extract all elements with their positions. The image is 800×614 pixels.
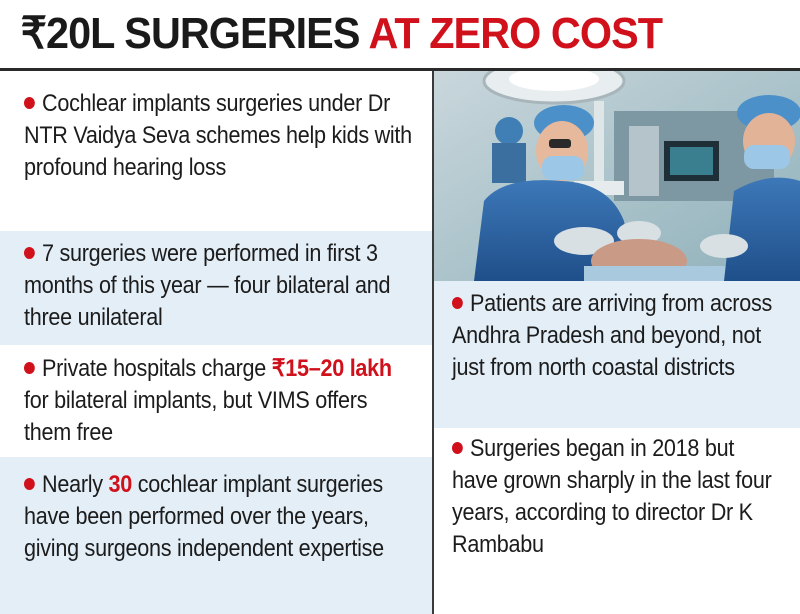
left-panel-4-before: Nearly — [42, 471, 109, 498]
left-panel-1: Cochlear implants surgeries under Dr NTR… — [0, 71, 432, 231]
left-panel-1-text: Cochlear implants surgeries under Dr NTR… — [24, 90, 412, 181]
left-panel-2-text: 7 surgeries were performed in first 3 mo… — [24, 240, 391, 331]
left-panel-4-highlight: 30 — [108, 471, 133, 498]
column-divider — [432, 71, 434, 614]
left-panel-4: Nearly 30 cochlear implant surgeries hav… — [0, 457, 432, 614]
left-panel-4-after: cochlear implant surgeries have been per… — [24, 471, 384, 562]
bullet-icon — [24, 478, 35, 490]
headline-rule — [0, 68, 800, 71]
headline-prefix: ₹20L SURGERIES — [20, 9, 361, 58]
left-panel-3-highlight: ₹15–20 lakh — [271, 355, 392, 382]
right-panel-2-text: Surgeries began in 2018 but have grown s… — [452, 435, 772, 558]
bullet-icon — [24, 362, 35, 374]
headline: ₹20L SURGERIES AT ZERO COST — [0, 0, 752, 68]
bullet-icon — [452, 442, 463, 454]
right-panel-1: Patients are arriving from across Andhra… — [434, 281, 800, 428]
bullet-icon — [452, 297, 463, 309]
headline-highlight: AT ZERO COST — [368, 9, 663, 58]
left-panel-2: 7 surgeries were performed in first 3 mo… — [0, 231, 432, 345]
left-panel-3: Private hospitals charge ₹15–20 lakh for… — [0, 345, 432, 457]
surgery-photo-icon — [434, 71, 800, 281]
right-panel-1-text: Patients are arriving from across Andhra… — [452, 290, 773, 381]
bullet-icon — [24, 247, 35, 259]
surgery-photo — [434, 71, 800, 281]
bullet-icon — [24, 97, 35, 109]
left-panel-3-before: Private hospitals charge — [42, 355, 272, 382]
right-panel-2: Surgeries began in 2018 but have grown s… — [434, 428, 800, 614]
left-panel-3-after: for bilateral implants, but VIMS offers … — [24, 387, 368, 446]
